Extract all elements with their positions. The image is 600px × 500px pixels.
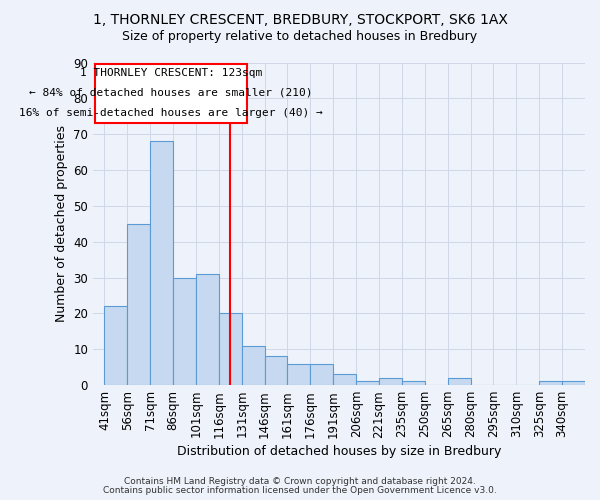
Bar bbox=[310, 364, 333, 385]
Bar bbox=[265, 356, 287, 385]
Bar bbox=[448, 378, 470, 385]
Text: 1, THORNLEY CRESCENT, BREDBURY, STOCKPORT, SK6 1AX: 1, THORNLEY CRESCENT, BREDBURY, STOCKPOR… bbox=[92, 12, 508, 26]
Bar bbox=[196, 274, 219, 385]
Text: Contains public sector information licensed under the Open Government Licence v3: Contains public sector information licen… bbox=[103, 486, 497, 495]
Bar bbox=[562, 382, 585, 385]
Text: 1 THORNLEY CRESCENT: 123sqm: 1 THORNLEY CRESCENT: 123sqm bbox=[80, 68, 262, 78]
Bar bbox=[287, 364, 310, 385]
X-axis label: Distribution of detached houses by size in Bredbury: Distribution of detached houses by size … bbox=[177, 444, 501, 458]
Bar bbox=[242, 346, 265, 385]
Bar bbox=[402, 382, 425, 385]
Bar bbox=[173, 278, 196, 385]
Text: Size of property relative to detached houses in Bredbury: Size of property relative to detached ho… bbox=[122, 30, 478, 43]
Bar bbox=[356, 382, 379, 385]
Bar bbox=[379, 378, 402, 385]
Text: ← 84% of detached houses are smaller (210): ← 84% of detached houses are smaller (21… bbox=[29, 88, 313, 98]
Bar bbox=[127, 224, 150, 385]
FancyBboxPatch shape bbox=[95, 64, 247, 124]
Bar bbox=[333, 374, 356, 385]
Text: Contains HM Land Registry data © Crown copyright and database right 2024.: Contains HM Land Registry data © Crown c… bbox=[124, 477, 476, 486]
Bar bbox=[539, 382, 562, 385]
Bar bbox=[104, 306, 127, 385]
Text: 16% of semi-detached houses are larger (40) →: 16% of semi-detached houses are larger (… bbox=[19, 108, 323, 118]
Bar bbox=[219, 314, 242, 385]
Bar bbox=[150, 142, 173, 385]
Y-axis label: Number of detached properties: Number of detached properties bbox=[55, 126, 68, 322]
